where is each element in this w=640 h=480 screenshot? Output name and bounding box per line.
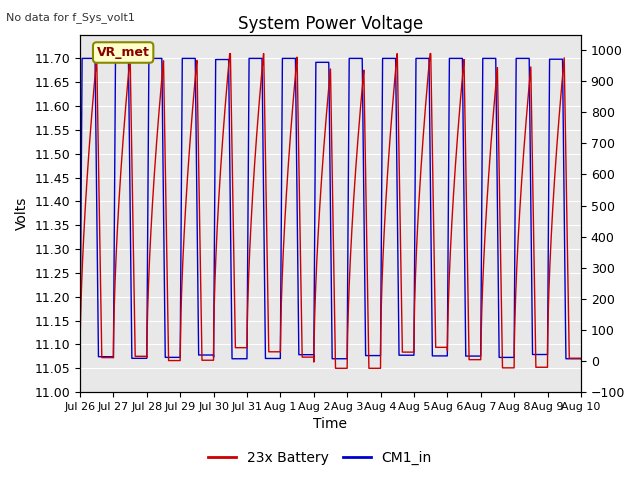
Text: No data for f_Sys_volt1: No data for f_Sys_volt1 <box>6 12 135 23</box>
Text: VR_met: VR_met <box>97 46 150 59</box>
Legend: 23x Battery, CM1_in: 23x Battery, CM1_in <box>202 445 438 471</box>
X-axis label: Time: Time <box>314 418 348 432</box>
Title: System Power Voltage: System Power Voltage <box>238 15 423 33</box>
Y-axis label: Volts: Volts <box>15 197 29 230</box>
